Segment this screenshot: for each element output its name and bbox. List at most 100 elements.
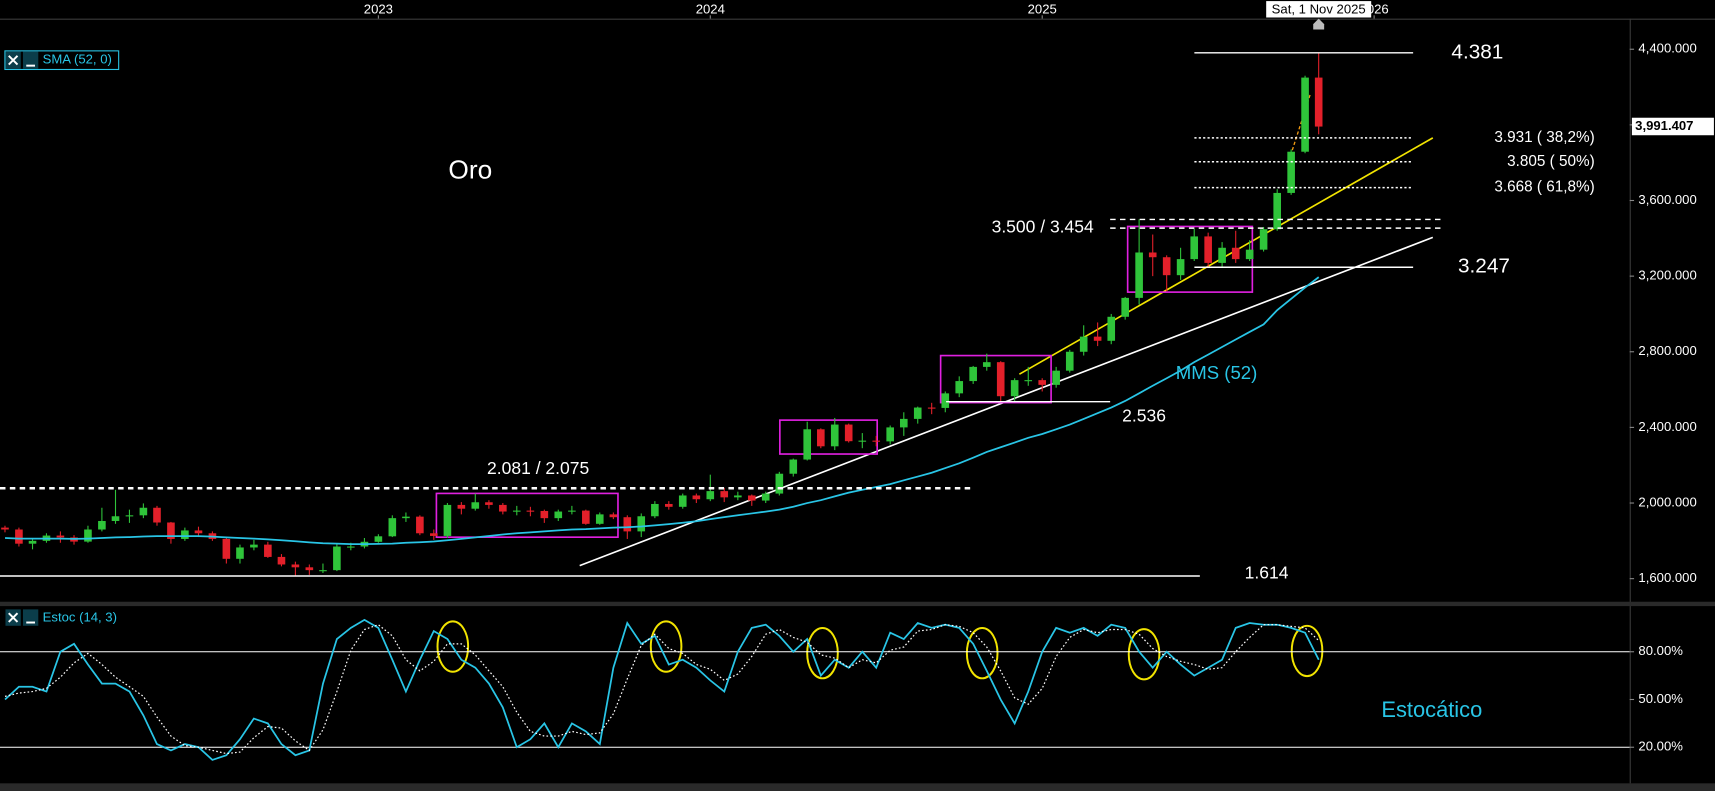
candle-body: [692, 495, 701, 500]
candle-body: [955, 381, 964, 394]
candle-body: [1204, 236, 1212, 263]
candle-body: [789, 459, 798, 474]
candle-body: [886, 427, 894, 442]
y-tick-label: 2,800.000: [1638, 343, 1696, 358]
last-price-box: [1631, 117, 1714, 136]
candle-body: [720, 491, 729, 498]
range-box: [779, 419, 879, 455]
highlight-circle: [806, 627, 839, 680]
candle-body: [982, 362, 991, 367]
candle-body: [803, 429, 812, 460]
candle-body: [1314, 77, 1323, 127]
cursor-marker: [1313, 18, 1325, 30]
candle-body: [98, 520, 106, 530]
candle-body: [858, 440, 867, 442]
y-tick-label: 80.00%: [1638, 643, 1683, 658]
close-icon: [8, 612, 19, 623]
candle-body: [305, 567, 314, 571]
x-tick-label: 2025: [1028, 1, 1057, 16]
candle-body: [872, 440, 881, 442]
indicator-label: Estoc (14, 3): [43, 610, 117, 625]
highlight-circle: [1127, 628, 1161, 681]
candle-body: [28, 540, 37, 544]
candle-body: [111, 516, 120, 521]
candle-body: [526, 510, 535, 512]
candle-body: [1079, 336, 1088, 352]
y-tick-label: 4,400.000: [1638, 41, 1696, 56]
stoch-line: [4, 618, 1320, 761]
highlight-circle: [436, 620, 470, 673]
chart-title: Oro: [448, 155, 492, 185]
level-label: 3.500 / 3.454: [992, 217, 1094, 237]
highlight-circle: [649, 620, 683, 673]
candle-body: [139, 507, 148, 516]
candle-body: [277, 556, 286, 565]
candle-body: [1107, 316, 1116, 341]
x-tick-label: 2024: [696, 1, 725, 16]
candle-body: [1010, 380, 1019, 397]
level-label: 3.805 ( 50%): [1507, 153, 1595, 170]
cursor-label: Sat, 1 Nov 2025: [1272, 1, 1366, 16]
sma-line: [4, 276, 1320, 545]
candle-body: [996, 362, 1005, 397]
level-label: 4.381: [1451, 40, 1503, 63]
candle-body: [236, 547, 244, 559]
candle-body: [15, 529, 23, 544]
level-label: 2.081 / 2.075: [487, 458, 589, 478]
candle-body: [374, 536, 383, 542]
candle-body: [1218, 247, 1226, 263]
panel-separator: [0, 601, 1715, 607]
indicator-label: SMA (52, 0): [43, 52, 112, 67]
level-label: 3.668 ( 61,8%): [1494, 179, 1594, 196]
footer: [0, 783, 1715, 791]
candle-body: [499, 504, 507, 512]
candle-body: [471, 502, 480, 509]
candle-body: [402, 516, 410, 519]
minimize-button[interactable]: [22, 51, 39, 69]
candle-body: [1024, 380, 1033, 382]
series-label: MMS (52): [1176, 362, 1258, 383]
candle-body: [1121, 297, 1129, 317]
candle-body: [1176, 259, 1185, 276]
candle-body: [1148, 252, 1157, 258]
candle-body: [1273, 192, 1282, 230]
candle-body: [899, 418, 908, 428]
candle-body: [416, 516, 424, 534]
candle-body: [830, 424, 839, 447]
level-label: 3.247: [1458, 255, 1510, 278]
candle-body: [319, 570, 327, 572]
trend-line: [1018, 137, 1434, 375]
candle-body: [512, 510, 521, 512]
candle-body: [927, 407, 936, 409]
candle-body: [582, 510, 590, 524]
header-box: [4, 50, 120, 71]
stoch-line: [4, 624, 1320, 755]
level-label: 3.931 ( 38,2%): [1494, 129, 1594, 146]
candle-body: [1162, 257, 1171, 276]
close-icon: [8, 55, 19, 66]
candle-body: [1093, 336, 1102, 341]
level-label: 1.614: [1245, 562, 1289, 582]
candle-body: [554, 511, 563, 519]
candle-body: [250, 544, 258, 548]
drawings: [435, 93, 1434, 681]
candle-body: [181, 530, 189, 539]
candle-body: [264, 544, 272, 557]
last-price-label: 3,991.407: [1635, 118, 1693, 133]
candle-body: [651, 503, 659, 517]
range-box: [939, 354, 1052, 404]
stoch-header: Estoc (14, 3): [5, 609, 117, 626]
candle-body: [84, 529, 92, 542]
candle-body: [595, 514, 604, 524]
highlight-circle: [1290, 624, 1324, 678]
candle-body: [222, 538, 231, 559]
candle-body: [623, 517, 632, 532]
candle-body: [1287, 151, 1295, 193]
candle-body: [540, 510, 549, 519]
candle-body: [291, 564, 300, 568]
sma-header: SMA (52, 0): [4, 50, 120, 71]
cursor-box: [1266, 1, 1372, 18]
y-tick-label: 3,200.000: [1638, 268, 1696, 283]
